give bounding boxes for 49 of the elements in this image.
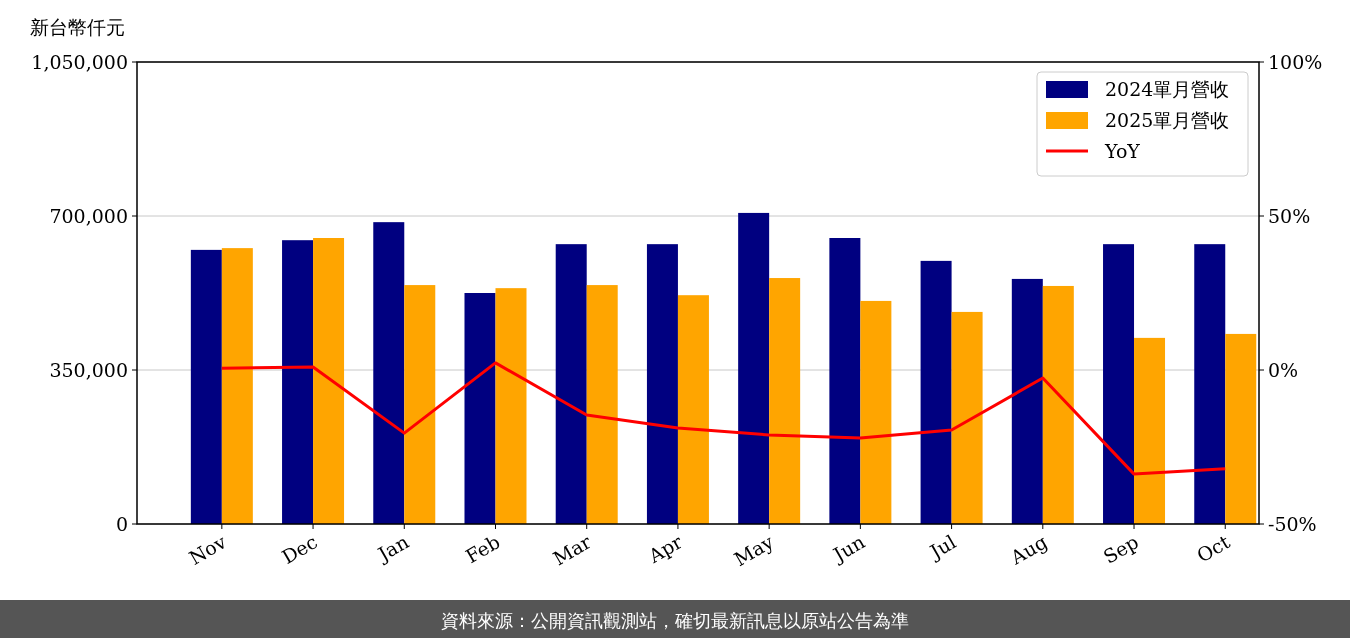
bar <box>1042 285 1074 524</box>
bar <box>555 244 587 524</box>
x-tick-label: Apr <box>643 529 687 568</box>
x-tick-label: Jun <box>827 530 869 567</box>
bar <box>1103 244 1135 524</box>
bar <box>313 238 345 524</box>
bar <box>769 278 801 524</box>
bar <box>951 311 983 524</box>
x-tick-label: Mar <box>549 529 596 570</box>
bar <box>282 240 314 524</box>
x-tick-label: Jul <box>924 530 960 564</box>
bar <box>829 238 861 524</box>
bar <box>860 300 892 524</box>
y-tick-label: 350,000 <box>49 359 128 381</box>
bar <box>1194 244 1226 524</box>
bar <box>373 222 405 524</box>
x-tick-label: Oct <box>1192 530 1234 567</box>
y2-tick-label: -50% <box>1268 513 1317 535</box>
source-note: 資料來源：公開資訊觀測站，確切最新訊息以原站公告為準 <box>441 610 909 631</box>
x-tick-label: Aug <box>1005 530 1051 570</box>
bar <box>586 285 618 524</box>
y2-tick-label: 50% <box>1268 205 1311 227</box>
y2-tick-label: 0% <box>1268 359 1299 381</box>
y2-tick-label: 100% <box>1268 51 1323 73</box>
bar <box>677 295 709 524</box>
legend-label: YoY <box>1104 140 1141 162</box>
x-tick-label: May <box>730 530 778 571</box>
bar <box>495 288 527 524</box>
y-tick-label: 700,000 <box>49 205 128 227</box>
bar <box>221 248 253 524</box>
bar <box>920 260 952 524</box>
y-axis-title: 新台幣仟元 <box>30 16 125 38</box>
bar <box>190 249 222 524</box>
y-tick-label: 0 <box>115 513 128 535</box>
x-tick-label: Feb <box>461 530 504 568</box>
x-tick-label: Jan <box>372 530 413 567</box>
legend-label: 2024單月營收 <box>1105 78 1230 100</box>
x-tick-label: Dec <box>277 530 322 569</box>
y-tick-label: 1,050,000 <box>31 51 128 73</box>
x-tick-label: Nov <box>185 530 231 569</box>
bar <box>1225 333 1257 524</box>
bar <box>1134 337 1166 524</box>
x-tick-label: Sep <box>1099 530 1143 568</box>
bar <box>738 212 770 524</box>
bar <box>646 244 678 524</box>
legend-label: 2025單月營收 <box>1105 109 1230 131</box>
bar <box>404 285 436 524</box>
bar <box>1011 278 1043 524</box>
bar <box>464 293 496 524</box>
